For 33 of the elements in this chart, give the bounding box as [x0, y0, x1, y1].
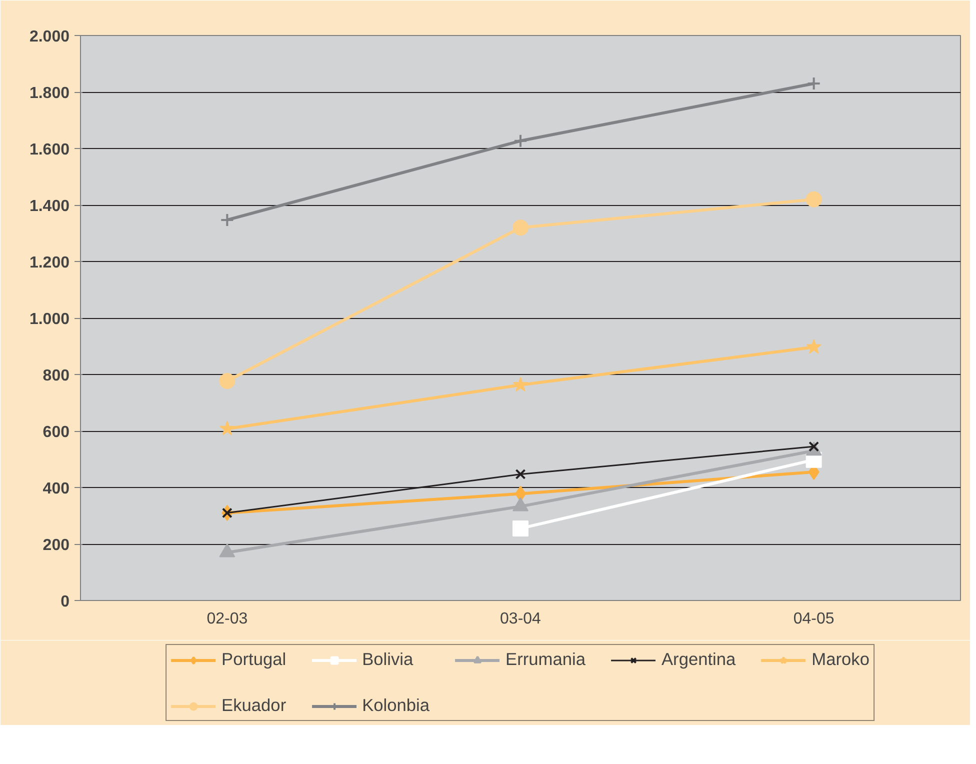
point [222, 508, 232, 518]
y-tick-label: 1.800 [29, 85, 70, 102]
x-tick-label: 04-05 [793, 610, 834, 628]
point [512, 520, 528, 536]
y-tick-label: 1.400 [29, 198, 70, 215]
point [806, 191, 822, 208]
legend-label: Kolonbia [362, 695, 430, 716]
y-tick-label: 200 [42, 537, 70, 554]
legend-label: Argentina [661, 649, 736, 670]
y-tick-label: 2.000 [29, 28, 70, 46]
x-tick-label: 03-04 [500, 610, 542, 628]
point [220, 212, 234, 227]
legend-label: Maroko [812, 649, 870, 670]
legend-label: Bolivia [362, 649, 414, 670]
point [512, 376, 528, 392]
point [806, 339, 822, 354]
legend-label: Ekuador [222, 695, 286, 716]
y-tick-label: 1.000 [29, 311, 70, 328]
point [514, 134, 528, 148]
legend-label: Errumania [506, 649, 586, 670]
y-tick-label: 400 [42, 480, 70, 498]
y-tick-label: 1.200 [29, 254, 70, 272]
legend-label: Portugal [222, 649, 286, 670]
point [220, 420, 235, 436]
point [515, 468, 526, 480]
point [219, 373, 236, 389]
y-tick-label: 0 [60, 594, 70, 610]
y-tick-label: 800 [42, 368, 70, 384]
point [512, 220, 528, 236]
point [806, 76, 821, 91]
y-tick-label: 600 [42, 424, 70, 441]
x-tick-label: 02-03 [206, 610, 248, 628]
y-tick-label: 1.600 [29, 142, 70, 158]
